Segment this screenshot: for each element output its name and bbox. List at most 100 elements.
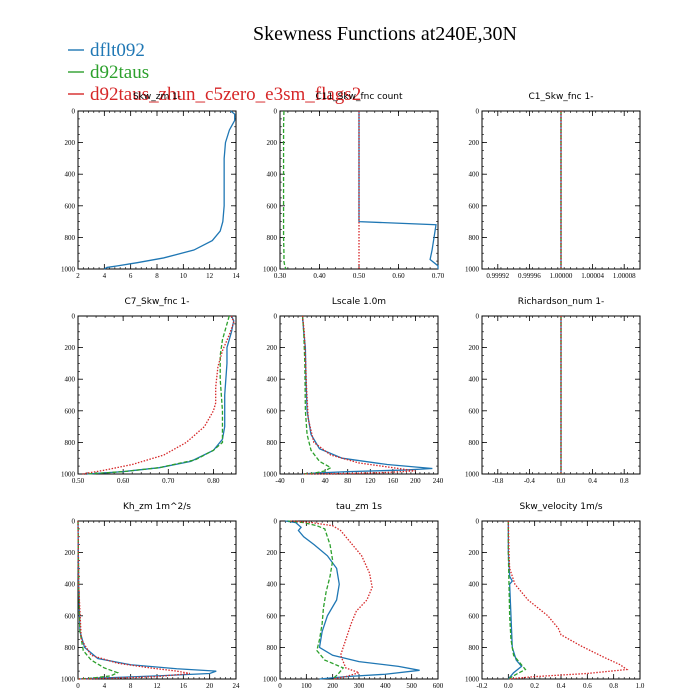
x-tick-label: 500 bbox=[406, 682, 417, 690]
x-tick-label: 0.50 bbox=[72, 477, 85, 485]
series-line-dflt092 bbox=[507, 521, 523, 680]
series-line-d92taus bbox=[287, 520, 345, 680]
x-tick-label: 1.0 bbox=[636, 682, 645, 690]
x-tick-label: 2 bbox=[76, 272, 80, 280]
y-tick-label: 800 bbox=[469, 439, 480, 447]
x-tick-label: -0.2 bbox=[476, 682, 488, 690]
y-tick-label: 0 bbox=[72, 108, 76, 116]
y-tick-label: 400 bbox=[267, 376, 278, 384]
x-tick-label: 0 bbox=[301, 477, 305, 485]
y-tick-label: 0 bbox=[274, 518, 278, 526]
x-tick-label: 0.40 bbox=[313, 272, 326, 280]
panel-title: C1_Skw_fnc 1- bbox=[529, 92, 594, 102]
y-tick-label: 400 bbox=[65, 171, 76, 179]
x-tick-label: 4 bbox=[103, 272, 107, 280]
y-tick-label: 1000 bbox=[465, 676, 480, 684]
x-tick-label: -0.4 bbox=[524, 477, 536, 485]
y-tick-label: 1000 bbox=[61, 266, 76, 274]
y-tick-label: 0 bbox=[72, 313, 76, 321]
x-tick-label: 0.0 bbox=[557, 477, 566, 485]
x-tick-label: 6 bbox=[129, 272, 133, 280]
x-tick-label: 0.70 bbox=[432, 272, 445, 280]
y-tick-label: 1000 bbox=[61, 676, 76, 684]
series-line-d92taus bbox=[86, 315, 230, 475]
x-tick-label: 1.00008 bbox=[613, 272, 636, 280]
x-tick-label: 0.2 bbox=[530, 682, 539, 690]
x-tick-label: 0.70 bbox=[162, 477, 175, 485]
x-tick-label: 0.8 bbox=[620, 477, 629, 485]
x-tick-label: 40 bbox=[322, 477, 330, 485]
x-tick-label: 0.4 bbox=[588, 477, 597, 485]
panel-title: Skw_velocity 1m/s bbox=[519, 502, 602, 512]
y-tick-label: 200 bbox=[267, 549, 278, 557]
y-tick-label: 1000 bbox=[263, 266, 278, 274]
x-tick-label: 100 bbox=[301, 682, 312, 690]
x-tick-label: 1.00000 bbox=[550, 272, 573, 280]
x-tick-label: 0.6 bbox=[583, 682, 592, 690]
x-tick-label: 4 bbox=[103, 682, 107, 690]
x-tick-label: 20 bbox=[206, 682, 214, 690]
x-tick-label: 200 bbox=[410, 477, 421, 485]
x-tick-label: 0.60 bbox=[392, 272, 405, 280]
y-tick-label: 600 bbox=[469, 202, 480, 210]
legend: dflt092d92tausd92taus_zhun_c5zero_e3sm_f… bbox=[68, 40, 361, 105]
series-line-d92taus bbox=[77, 520, 120, 680]
series-line-dflt092 bbox=[358, 111, 439, 269]
x-tick-label: 600 bbox=[433, 682, 444, 690]
x-tick-label: -40 bbox=[275, 477, 285, 485]
x-tick-label: 120 bbox=[365, 477, 376, 485]
x-tick-label: 0.60 bbox=[117, 477, 130, 485]
y-tick-label: 600 bbox=[469, 407, 480, 415]
panel-skw-zm-1: Skw_zm 1- 2 4 6 8 10 12 14 0 200 400 600 800 1000 bbox=[61, 92, 240, 280]
panel-c1-skw-fnc-1: C1_Skw_fnc 1- 0.99992 0.99996 1.00000 1.0000… bbox=[465, 92, 641, 280]
x-tick-label: 0.4 bbox=[557, 682, 566, 690]
y-tick-label: 800 bbox=[267, 644, 278, 652]
y-tick-label: 400 bbox=[469, 171, 480, 179]
panel-frame bbox=[481, 520, 641, 680]
y-tick-label: 1000 bbox=[61, 471, 76, 479]
panels: Skw_zm 1-2 4 6 8 10 12 1402004006008001000C11_… bbox=[61, 92, 645, 690]
y-tick-label: 600 bbox=[65, 202, 76, 210]
y-tick-label: 200 bbox=[65, 549, 76, 557]
y-tick-label: 1000 bbox=[263, 471, 278, 479]
series-line-d92taus-zhun-c5zero-e3sm-flags2 bbox=[77, 520, 191, 680]
series-line-dflt092 bbox=[77, 520, 217, 680]
x-tick-label: 12 bbox=[154, 682, 162, 690]
panel-title: C7_Skw_fnc 1- bbox=[125, 297, 190, 307]
x-tick-label: 300 bbox=[354, 682, 365, 690]
y-tick-label: 200 bbox=[65, 344, 76, 352]
series-line-d92taus-zhun-c5zero-e3sm-flags2 bbox=[507, 520, 629, 680]
y-tick-label: 600 bbox=[469, 612, 480, 620]
x-tick-label: 160 bbox=[388, 477, 399, 485]
series-line-dflt092 bbox=[86, 315, 235, 475]
figure-title: Skewness Functions at240E,30N bbox=[253, 23, 517, 45]
x-tick-label: 14 bbox=[233, 272, 241, 280]
x-tick-label: 1.00004 bbox=[581, 272, 604, 280]
y-tick-label: 0 bbox=[476, 108, 480, 116]
x-tick-label: 0.30 bbox=[274, 272, 287, 280]
panel-c11-skw-fnc-count: C11_Skw_fnc count 0.30 0.40 0.50 0.60 0.70 0 20… bbox=[263, 92, 445, 280]
x-tick-label: -0.8 bbox=[492, 477, 504, 485]
y-tick-label: 600 bbox=[267, 407, 278, 415]
panel-lscale-1-0m: Lscale 1.0m -40 0 40 80 120 160 200 240 0 200 400 60… bbox=[263, 297, 444, 485]
series-line-d92taus-zhun-c5zero-e3sm-flags2 bbox=[82, 315, 235, 475]
x-tick-label: 0.8 bbox=[609, 682, 618, 690]
panel-title: Richardson_num 1- bbox=[518, 297, 605, 307]
legend-label-d92taus-zhun-c5zero-e3sm-flags2: d92taus_zhun_c5zero_e3sm_flags2 bbox=[90, 84, 361, 105]
x-tick-label: 240 bbox=[433, 477, 444, 485]
x-tick-label: 0.99992 bbox=[486, 272, 509, 280]
y-tick-label: 400 bbox=[267, 581, 278, 589]
y-tick-label: 400 bbox=[65, 581, 76, 589]
x-tick-label: 24 bbox=[233, 682, 241, 690]
series-line-d92taus bbox=[507, 521, 527, 680]
y-tick-label: 1000 bbox=[465, 266, 480, 274]
series-line-d92taus bbox=[282, 110, 287, 270]
panel-frame bbox=[279, 315, 439, 475]
panel-title: C11_Skw_fnc count bbox=[315, 92, 403, 102]
y-tick-label: 600 bbox=[65, 407, 76, 415]
panel-title: tau_zm 1s bbox=[336, 502, 382, 512]
y-tick-label: 800 bbox=[267, 234, 278, 242]
y-tick-label: 800 bbox=[65, 234, 76, 242]
panel-frame bbox=[77, 520, 237, 680]
